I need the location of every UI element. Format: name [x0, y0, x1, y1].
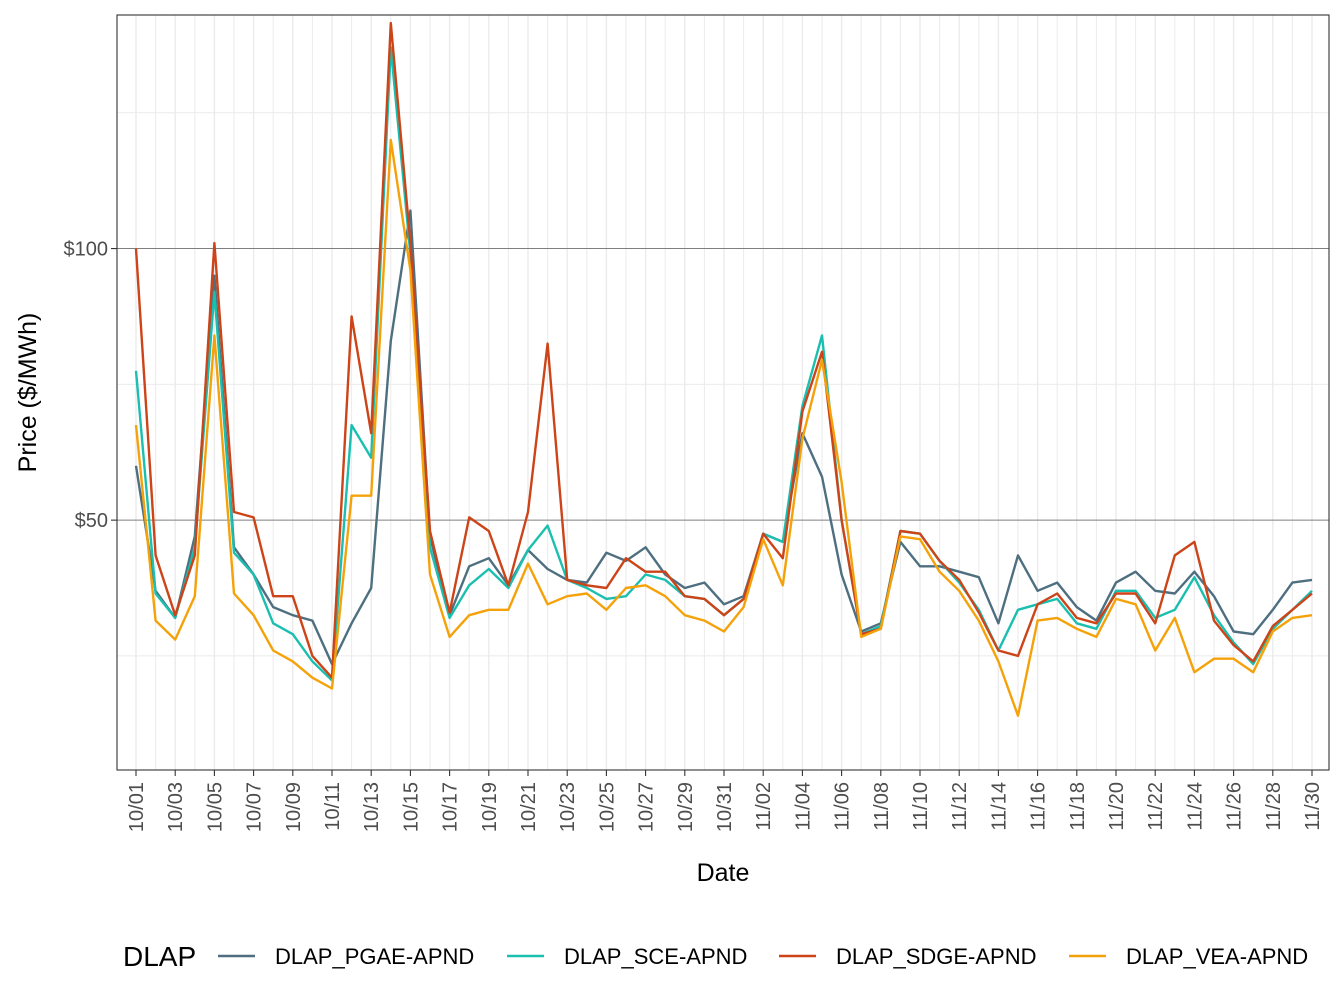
- y-tick-label: $100: [64, 239, 109, 261]
- x-axis-ticks: 10/01 10/03 10/05 10/07 10/09 10/11 10/13 10/15…: [126, 770, 1324, 832]
- x-tick-label: 10/21: [518, 782, 540, 832]
- x-tick-label: 11/16: [1028, 782, 1050, 831]
- x-tick-label: 11/04: [792, 782, 814, 831]
- x-tick-label: 10/01: [126, 782, 148, 832]
- x-tick-label: 11/10: [910, 782, 932, 831]
- legend-label-DLAP_PGAE-APND: DLAP_PGAE-APND: [275, 944, 474, 969]
- x-tick-label: 10/17: [440, 782, 462, 832]
- x-tick-label: 11/28: [1263, 782, 1285, 831]
- x-tick-label: 11/06: [832, 782, 854, 831]
- x-tick-label: 10/23: [557, 782, 579, 832]
- x-tick-label: 10/07: [244, 782, 266, 832]
- x-tick-label: 11/26: [1224, 782, 1246, 831]
- x-tick-label: 11/14: [988, 782, 1010, 831]
- y-axis-ticks: $50 $100: [64, 239, 117, 532]
- x-tick-label: 11/08: [871, 782, 893, 831]
- legend: DLAP DLAP_PGAE-APND DLAP_SCE-APND DLAP_SDG…: [123, 941, 1308, 972]
- series-lines: [134, 21, 1313, 717]
- x-tick-label: 10/25: [596, 782, 618, 832]
- y-tick-label: $50: [75, 510, 108, 532]
- major-gridlines: [117, 15, 1329, 770]
- x-tick-label: 10/03: [165, 782, 187, 832]
- legend-label-DLAP_SDGE-APND: DLAP_SDGE-APND: [836, 944, 1037, 969]
- legend-label-DLAP_VEA-APND: DLAP_VEA-APND: [1126, 944, 1308, 969]
- x-tick-label: 11/18: [1067, 782, 1089, 831]
- series-line-DLAP_VEA-APND: [134, 138, 1313, 717]
- x-tick-label: 11/12: [949, 782, 971, 831]
- y-axis-title: Price ($/MWh): [14, 313, 42, 473]
- x-tick-label: 10/09: [283, 782, 305, 832]
- x-tick-label: 10/15: [400, 782, 422, 832]
- x-tick-label: 11/02: [753, 782, 775, 831]
- x-tick-label: 10/13: [361, 782, 383, 832]
- x-tick-label: 10/27: [636, 782, 658, 832]
- x-tick-label: 11/20: [1106, 782, 1128, 831]
- x-tick-label: 11/22: [1145, 782, 1167, 831]
- minor-gridlines: [117, 15, 1329, 770]
- x-tick-label: 11/30: [1302, 782, 1324, 831]
- x-tick-label: 11/24: [1184, 782, 1206, 831]
- x-tick-label: 10/29: [675, 782, 697, 832]
- plot-panel-border: [116, 14, 1330, 771]
- x-tick-label: 10/11: [322, 782, 344, 831]
- x-tick-label: 10/05: [204, 782, 226, 832]
- x-tick-label: 10/31: [714, 782, 736, 832]
- legend-label-DLAP_SCE-APND: DLAP_SCE-APND: [564, 944, 747, 969]
- x-axis-title: Date: [697, 859, 750, 887]
- legend-title: DLAP: [123, 941, 196, 972]
- x-tick-label: 10/19: [479, 782, 501, 832]
